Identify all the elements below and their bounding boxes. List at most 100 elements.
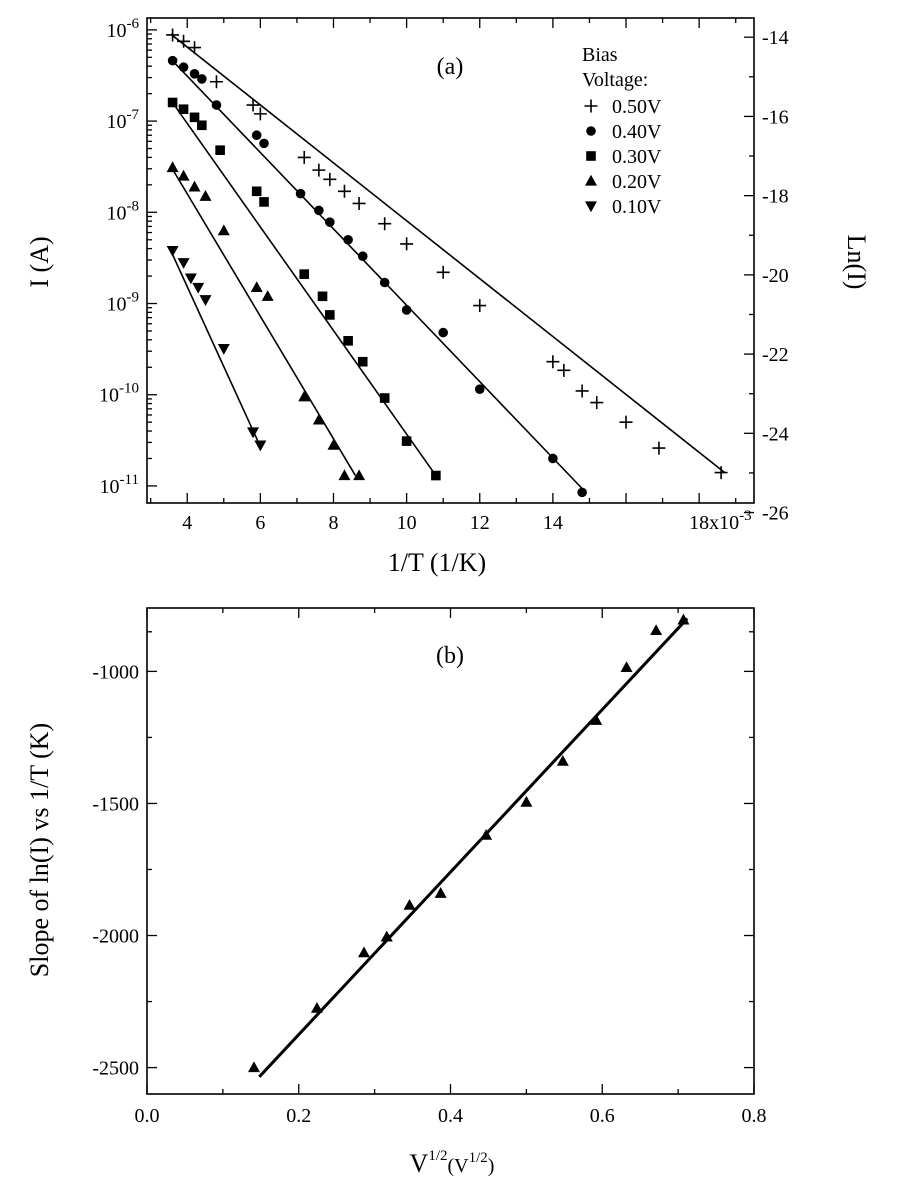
point-triangle-up	[199, 190, 212, 201]
right-tick-label-a: -26	[762, 503, 789, 525]
legend-label: 0.30V	[612, 146, 662, 168]
point-square	[197, 120, 207, 131]
right-tick-label-a: -14	[762, 27, 789, 49]
point-triangle	[434, 887, 447, 898]
point-plus	[652, 441, 666, 455]
point-square	[215, 145, 225, 155]
point-circle	[211, 100, 222, 110]
point-circle	[259, 138, 269, 149]
y-tick-label-a: 10-7	[107, 107, 140, 133]
point-triangle	[380, 930, 393, 942]
right-tick-label-a: -20	[762, 265, 789, 287]
fit-line-b	[258, 617, 689, 1078]
point-square	[379, 393, 390, 403]
right-tick-label-a: -16	[762, 106, 789, 128]
fit-line-plus	[170, 33, 726, 474]
right-axis-title-a: Ln(I)	[842, 235, 871, 290]
panel-a: 4 6 8 10 12 14 18x10-3 10-610-710-810-910-1010…	[25, 16, 871, 577]
point-plus	[557, 363, 571, 377]
point-circle	[167, 55, 178, 66]
legend-label: 0.50V	[612, 96, 662, 118]
x-tick-label-b: 0.6	[590, 1105, 615, 1127]
x-tick-label-a: 6	[255, 512, 265, 534]
fit-line-triangle-up	[170, 165, 357, 476]
y-tick-label-b: -2000	[92, 926, 139, 948]
point-square	[178, 104, 189, 115]
point-triangle-up	[353, 469, 366, 481]
point-triangle	[590, 714, 603, 725]
y-tick-exponent: -10	[119, 381, 139, 397]
x-tick-label-b: 0.2	[286, 1105, 311, 1127]
point-plus	[590, 396, 604, 410]
point-triangle-up	[177, 169, 190, 181]
x-axis-title-b: V1/2(V1/2)	[410, 1148, 495, 1178]
fit-line	[258, 617, 689, 1078]
point-square	[259, 197, 269, 207]
point-triangle	[403, 898, 416, 910]
point-triangle-down	[217, 344, 230, 355]
point-plus	[297, 150, 311, 164]
point-triangle	[310, 1001, 323, 1013]
point-square	[343, 336, 353, 346]
data-points-a	[166, 28, 728, 498]
point-triangle	[247, 1061, 260, 1073]
point-plus	[253, 107, 267, 121]
legend-label: 0.10V	[612, 196, 662, 218]
y-tick-label-a: 10-10	[99, 381, 139, 407]
panel-b: 0.0 0.2 0.4 0.6 0.8 -1000 -1500 -2000 -2500 (b)…	[25, 607, 767, 1178]
point-circle	[577, 487, 587, 498]
legend-label: 0.40V	[612, 121, 662, 143]
x-axis-ticks-a: 4 6 8 10 12 14 18x10-3	[150, 18, 752, 534]
point-triangle-up	[298, 390, 311, 402]
data-points-b	[247, 613, 690, 1073]
right-tick-label-a: -18	[762, 186, 789, 208]
point-triangle-up	[217, 224, 230, 236]
x-tick-label-a: 10	[397, 512, 417, 534]
x-title-unit-sup: 1/2	[469, 1150, 488, 1166]
y-tick-exponent: -8	[127, 198, 140, 214]
point-circle	[401, 305, 412, 315]
point-circle	[197, 74, 207, 84]
right-axis-ticks-a: -14 -16 -18 -20 -22 -24 -26	[744, 27, 789, 525]
point-triangle-down	[184, 273, 197, 285]
point-plus	[166, 28, 180, 42]
point-plus	[312, 163, 326, 177]
x-tick-label-a: 14	[543, 512, 563, 534]
y-tick-base: 10	[107, 294, 127, 316]
point-square	[317, 291, 328, 302]
y-tick-exponent: -11	[120, 472, 139, 488]
y-tick-label-b: -1000	[92, 661, 139, 683]
right-tick-label-a: -22	[762, 344, 789, 366]
point-triangle	[358, 946, 371, 958]
point-circle	[548, 453, 558, 464]
point-triangle-down	[177, 258, 190, 269]
y-tick-label-a: 10-8	[107, 198, 140, 224]
point-plus	[575, 384, 589, 398]
point-triangle-up	[312, 413, 325, 425]
y-tick-label-b: -1500	[92, 793, 139, 815]
x-title-base: V	[410, 1149, 429, 1178]
point-triangle-down	[254, 440, 267, 452]
legend-marker-triangle-up	[585, 174, 597, 186]
fit-lines-a	[170, 33, 726, 493]
y-tick-base: 10	[100, 476, 120, 498]
x-tick-label-a: 18x10-3	[689, 508, 752, 534]
y-tick-exponent: -6	[127, 16, 140, 32]
x-tick-label-a: 8	[328, 512, 338, 534]
y-axis-ticks-b: -1000 -1500 -2000 -2500	[92, 631, 754, 1080]
point-triangle-down	[166, 246, 179, 257]
point-plus	[209, 75, 223, 89]
x-title-unit: (V	[448, 1155, 470, 1177]
point-triangle-down	[247, 427, 260, 439]
point-triangle	[620, 661, 633, 673]
point-circle	[251, 130, 262, 141]
point-square	[299, 269, 310, 279]
plot-frame-a	[146, 17, 755, 504]
legend-label: 0.20V	[612, 171, 662, 193]
legend-marker-plus	[584, 99, 598, 113]
point-circle	[343, 234, 353, 245]
point-triangle-up	[166, 161, 179, 173]
x-tick-label-b: 0.4	[438, 1105, 463, 1127]
